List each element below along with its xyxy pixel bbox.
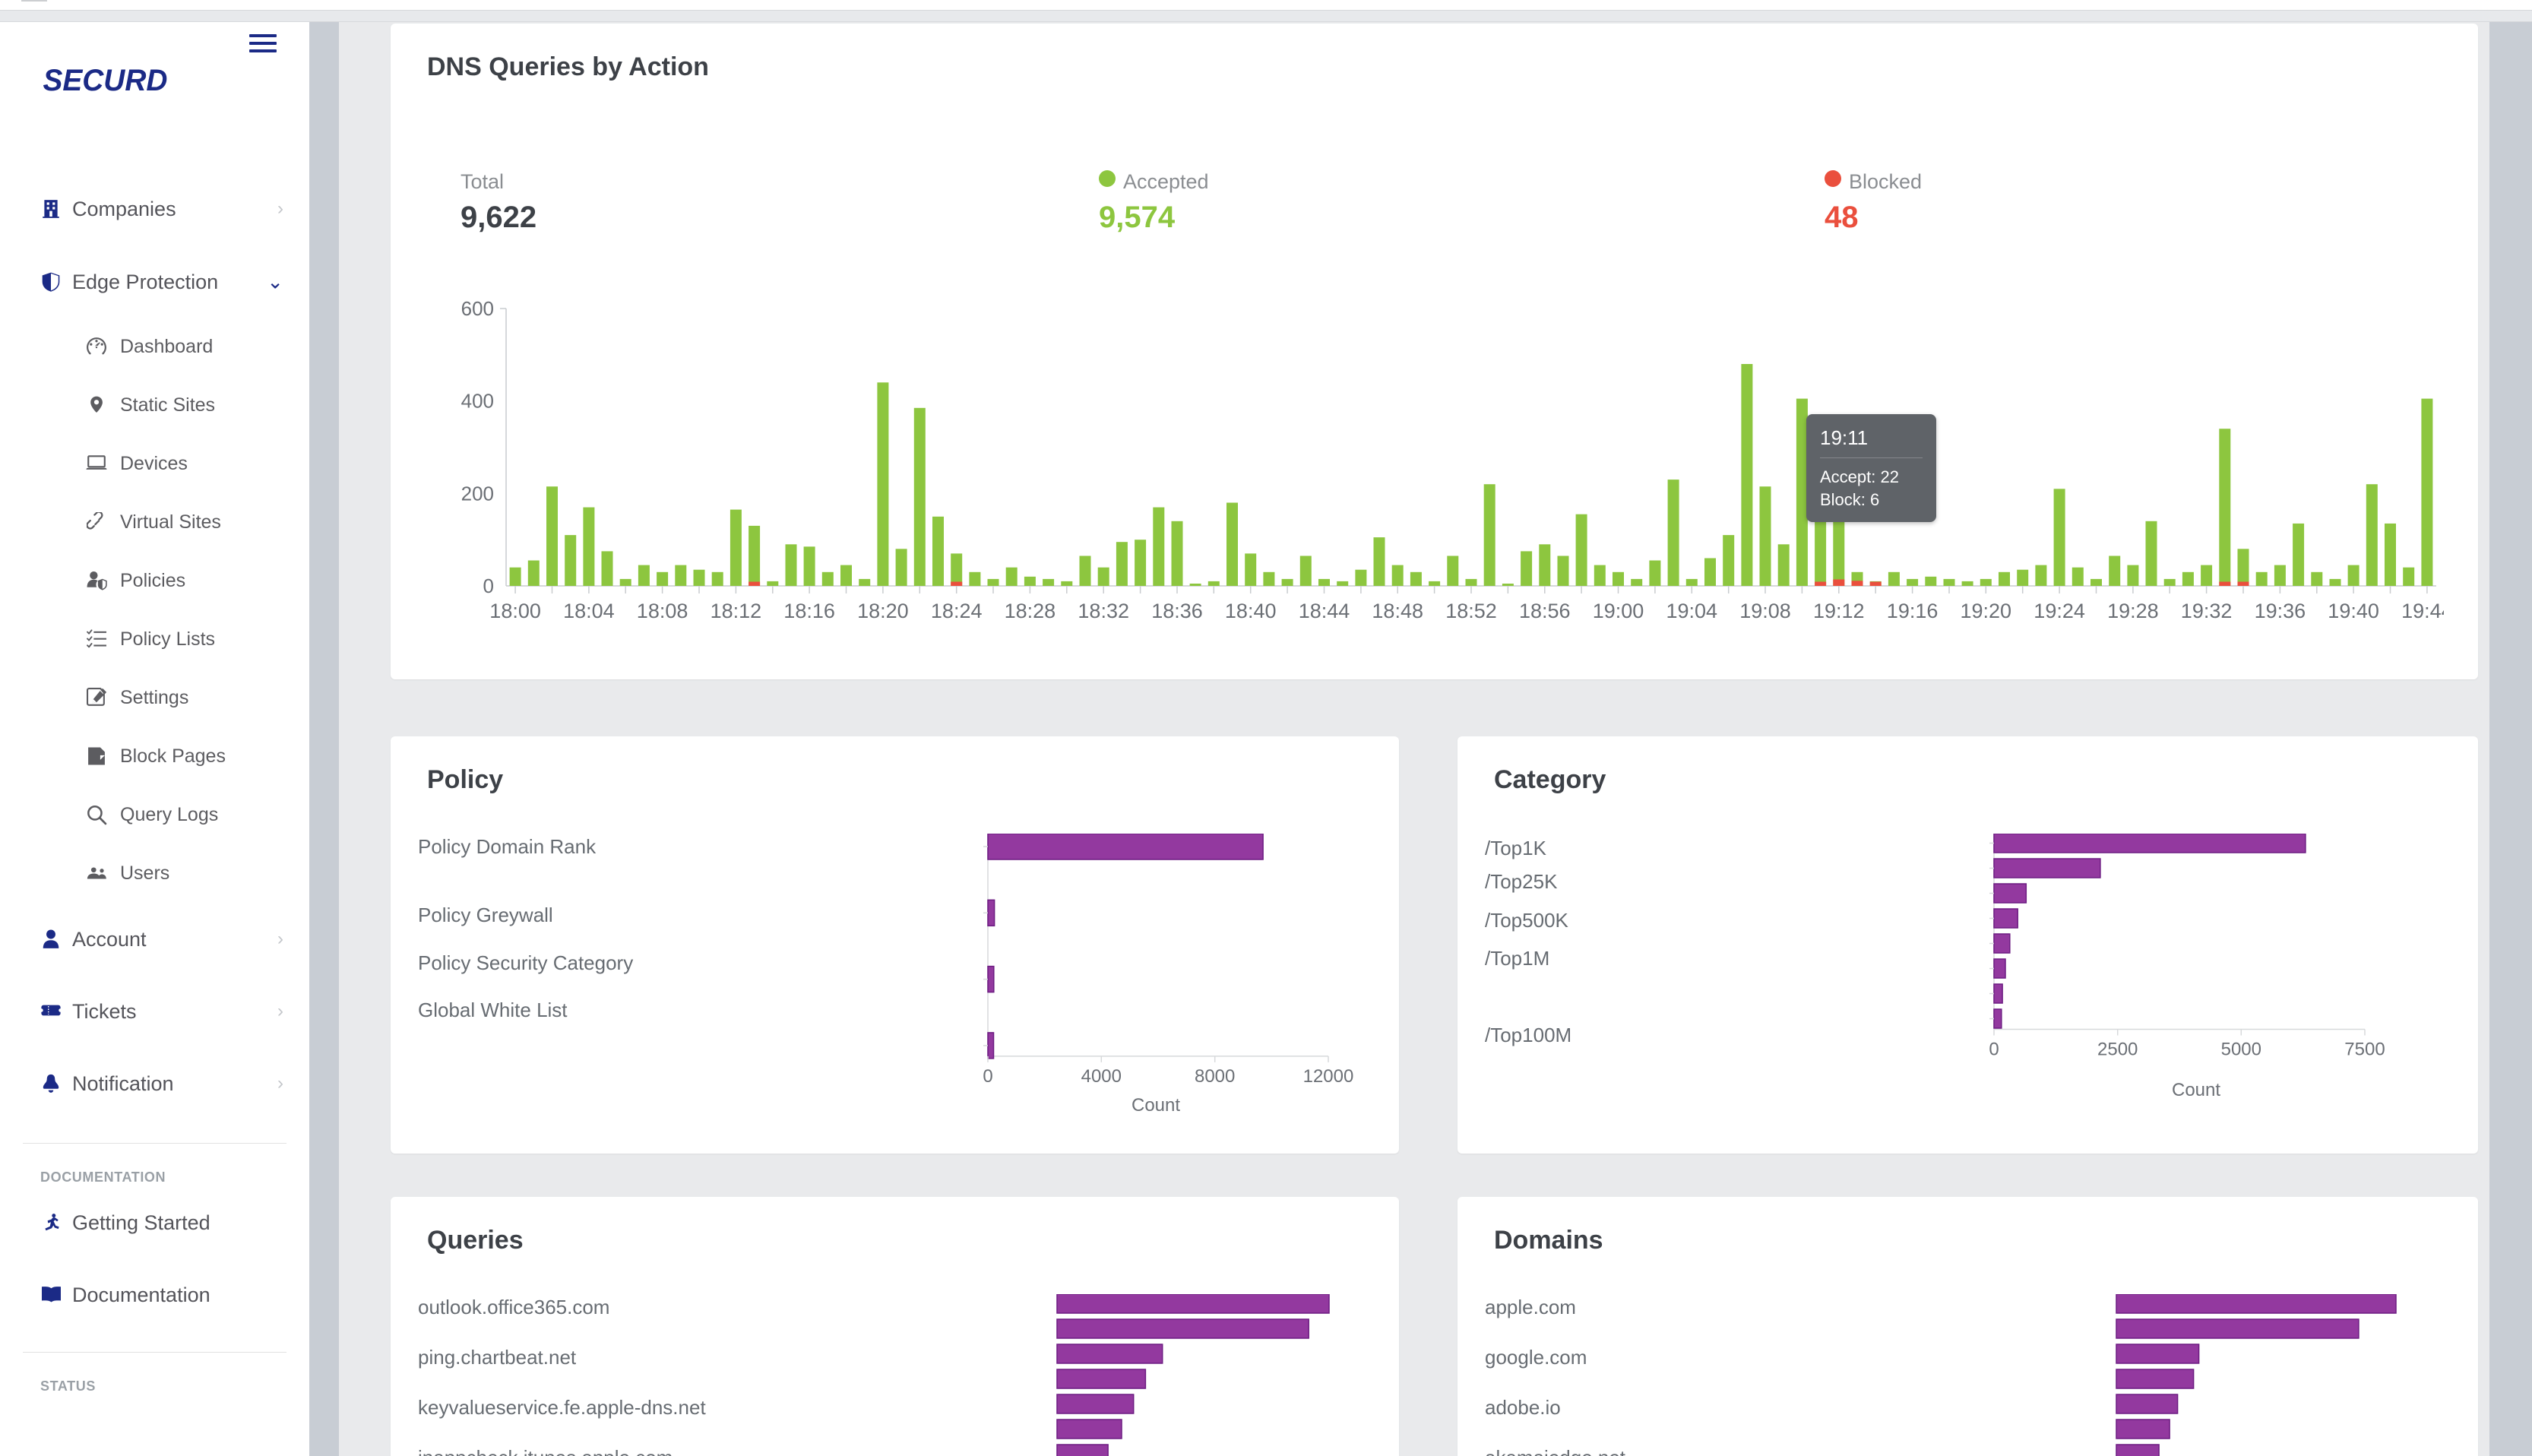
svg-text:18:16: 18:16 [783,600,835,622]
svg-text:19:20: 19:20 [1961,600,2012,622]
svg-text:18:04: 18:04 [563,600,615,622]
svg-text:19:28: 19:28 [2107,600,2159,622]
svg-text:600: 600 [461,301,494,320]
svg-text:18:00: 18:00 [489,600,541,622]
svg-text:19:00: 19:00 [1593,600,1644,622]
svg-text:18:32: 18:32 [1078,600,1129,622]
svg-text:5000: 5000 [2221,1040,2261,1060]
svg-text:18:28: 18:28 [1005,600,1056,622]
svg-text:19:16: 19:16 [1887,600,1939,622]
svg-text:19:44: 19:44 [2401,600,2444,622]
svg-text:18:36: 18:36 [1151,600,1203,622]
svg-text:19:08: 19:08 [1739,600,1791,622]
svg-text:0: 0 [1989,1040,1999,1060]
svg-text:18:12: 18:12 [711,600,762,622]
svg-text:7500: 7500 [2344,1040,2385,1060]
svg-text:19:24: 19:24 [2034,600,2085,622]
svg-text:2500: 2500 [2097,1040,2138,1060]
svg-text:0: 0 [983,1066,993,1087]
svg-text:8000: 8000 [1195,1066,1235,1087]
svg-text:18:08: 18:08 [637,600,688,622]
svg-text:18:56: 18:56 [1519,600,1571,622]
svg-text:19:12: 19:12 [1813,600,1865,622]
svg-text:12000: 12000 [1303,1066,1354,1087]
svg-text:18:48: 18:48 [1372,600,1423,622]
svg-text:18:24: 18:24 [931,600,983,622]
svg-text:19:32: 19:32 [2181,600,2233,622]
svg-text:4000: 4000 [1081,1066,1122,1087]
svg-text:18:20: 18:20 [857,600,909,622]
svg-text:18:40: 18:40 [1225,600,1277,622]
svg-text:0: 0 [483,574,494,597]
svg-text:19:40: 19:40 [2328,600,2379,622]
svg-text:19:04: 19:04 [1666,600,1718,622]
svg-text:200: 200 [461,482,494,505]
svg-text:19:36: 19:36 [2255,600,2306,622]
svg-text:18:44: 18:44 [1299,600,1350,622]
svg-text:400: 400 [461,390,494,413]
svg-text:18:52: 18:52 [1445,600,1497,622]
